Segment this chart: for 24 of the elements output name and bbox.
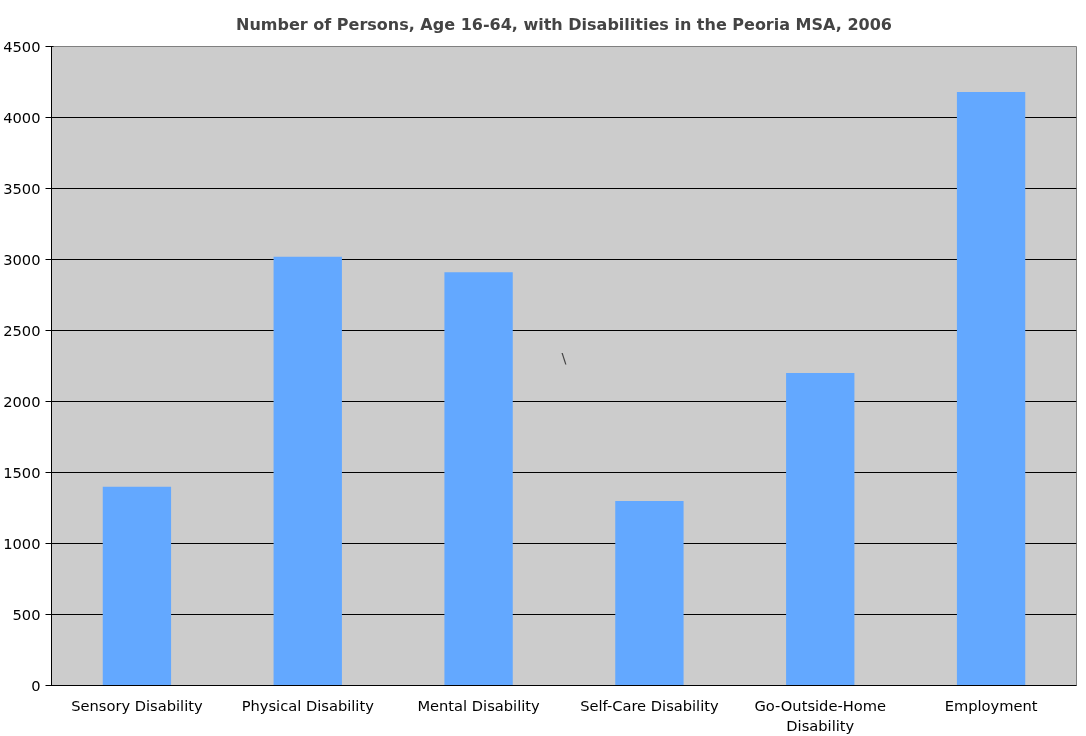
y-tick-label: 4000 (3, 108, 41, 126)
bar (102, 486, 172, 686)
bar (444, 272, 513, 686)
bar (786, 373, 855, 686)
x-tick-label: Sensory Disability (71, 696, 203, 714)
x-tick-label: Physical Disability (241, 696, 375, 714)
x-tick-label: Mental Disability (417, 696, 541, 714)
y-tick-label: 500 (12, 605, 41, 623)
x-tick-label: Self-Care Disability (580, 696, 720, 714)
bar (273, 256, 342, 686)
y-tick-label: 4500 (3, 37, 41, 55)
bar (615, 500, 684, 686)
bar (956, 91, 1026, 686)
y-tick-label: 1500 (3, 463, 41, 481)
x-tick-label: Go-Outside-Home Disability (754, 696, 886, 734)
y-tick-label: 1000 (3, 534, 41, 552)
y-tick-label: 0 (31, 676, 41, 694)
y-tick-label: 2000 (3, 392, 41, 410)
y-tick-label: 3500 (3, 179, 41, 197)
chart-title: Number of Persons, Age 16-64, with Disabilities in the Peoria MSA, 2006 (236, 15, 892, 34)
x-tick-label: Employment (944, 696, 1038, 714)
annotation: \ (561, 349, 567, 366)
y-tick-label: 2500 (3, 321, 41, 339)
y-tick-label: 3000 (3, 250, 41, 268)
